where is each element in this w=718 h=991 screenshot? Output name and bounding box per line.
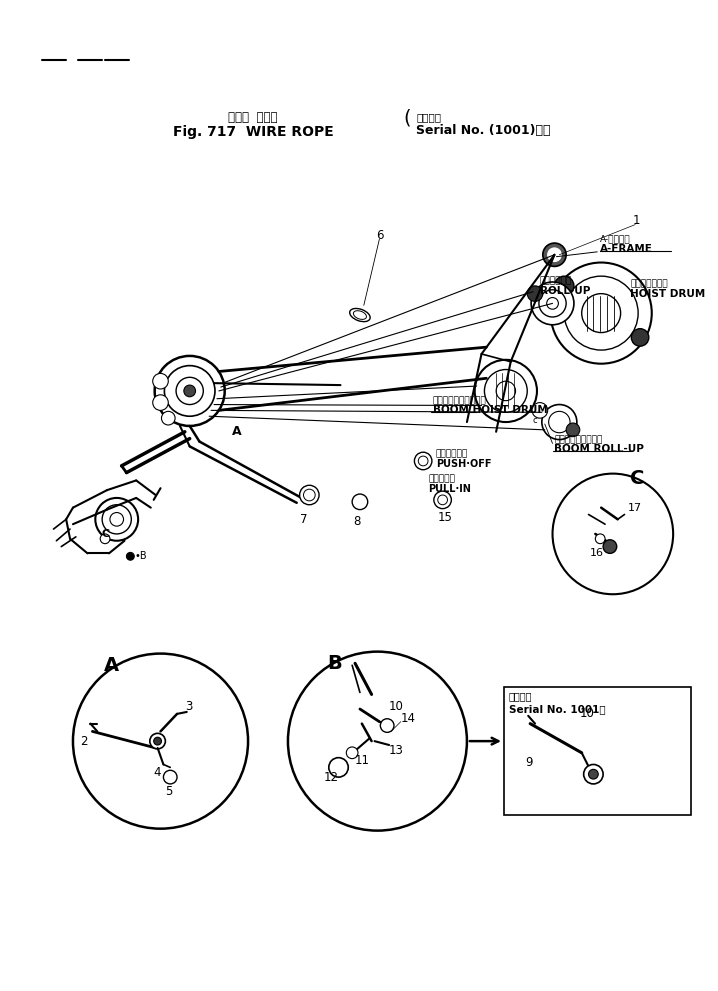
- Circle shape: [346, 747, 358, 759]
- Text: 6: 6: [376, 229, 383, 242]
- Circle shape: [539, 289, 567, 317]
- Circle shape: [567, 423, 579, 437]
- Text: A: A: [104, 656, 119, 675]
- Circle shape: [438, 496, 447, 504]
- Circle shape: [548, 248, 561, 262]
- Circle shape: [126, 552, 134, 560]
- Circle shape: [485, 370, 527, 412]
- Circle shape: [434, 492, 452, 508]
- Circle shape: [595, 534, 605, 544]
- Circle shape: [414, 452, 432, 470]
- Text: プッシュオフ: プッシュオフ: [436, 450, 468, 459]
- Text: 適用号機: 適用号機: [416, 113, 442, 123]
- Text: 14: 14: [401, 713, 416, 725]
- Circle shape: [543, 243, 567, 267]
- Circle shape: [546, 297, 559, 309]
- Circle shape: [153, 374, 168, 389]
- Text: 11: 11: [355, 754, 370, 767]
- Circle shape: [603, 540, 617, 553]
- Text: Fig. 717  WIRE ROPE: Fig. 717 WIRE ROPE: [172, 125, 333, 139]
- Text: 3: 3: [185, 700, 192, 713]
- Circle shape: [352, 495, 368, 509]
- Text: BOOM ROLL-UP: BOOM ROLL-UP: [554, 444, 644, 454]
- Circle shape: [582, 293, 620, 333]
- Text: A: A: [231, 425, 241, 438]
- Circle shape: [150, 733, 165, 749]
- Text: A-フレーム: A-フレーム: [600, 235, 631, 244]
- Text: 12: 12: [324, 771, 339, 784]
- Text: ワイヤ  ロープ: ワイヤ ロープ: [228, 111, 278, 124]
- Circle shape: [154, 356, 225, 426]
- Text: ブームロールアップ: ブームロールアップ: [554, 435, 603, 444]
- Circle shape: [164, 366, 215, 416]
- Circle shape: [154, 737, 162, 745]
- Circle shape: [589, 769, 598, 779]
- Circle shape: [299, 486, 319, 504]
- Text: プールイン: プールイン: [428, 474, 455, 483]
- Circle shape: [101, 534, 110, 544]
- Text: 8: 8: [353, 514, 360, 528]
- Circle shape: [176, 378, 203, 404]
- Circle shape: [564, 276, 638, 350]
- Circle shape: [110, 512, 123, 526]
- Text: 1: 1: [633, 214, 640, 227]
- Text: ブームホイストドラム: ブームホイストドラム: [433, 396, 487, 405]
- Text: c: c: [533, 415, 537, 424]
- Circle shape: [164, 770, 177, 784]
- Text: 15: 15: [438, 511, 452, 524]
- Circle shape: [102, 504, 131, 534]
- Circle shape: [153, 394, 168, 410]
- Text: BOOM HOIST DRUM: BOOM HOIST DRUM: [433, 405, 548, 415]
- Circle shape: [554, 276, 574, 295]
- Text: 10: 10: [389, 700, 404, 713]
- Text: ホイストドラム: ホイストドラム: [630, 279, 668, 288]
- Circle shape: [496, 382, 516, 400]
- Circle shape: [304, 490, 315, 500]
- Text: Serial No. (1001)～）: Serial No. (1001)～）: [416, 124, 551, 137]
- Text: Serial No. 1001～: Serial No. 1001～: [509, 704, 605, 715]
- Circle shape: [542, 404, 577, 440]
- Ellipse shape: [353, 311, 366, 319]
- Circle shape: [527, 285, 543, 301]
- Text: PULL·IN: PULL·IN: [428, 485, 471, 495]
- Text: 7: 7: [299, 512, 307, 526]
- Circle shape: [584, 764, 603, 784]
- Text: 17: 17: [628, 502, 642, 512]
- Text: 4: 4: [154, 766, 162, 779]
- Circle shape: [531, 282, 574, 325]
- Circle shape: [419, 456, 428, 466]
- Text: 16: 16: [589, 548, 604, 558]
- Text: ロールアップ: ロールアップ: [540, 276, 572, 285]
- Bar: [504, 687, 691, 815]
- Text: A-FRAME: A-FRAME: [600, 244, 653, 254]
- Text: 適用号機: 適用号機: [509, 692, 532, 702]
- Circle shape: [475, 360, 537, 422]
- Text: 13: 13: [389, 744, 404, 757]
- Circle shape: [549, 411, 570, 433]
- Circle shape: [532, 402, 548, 418]
- Circle shape: [551, 263, 652, 364]
- Circle shape: [381, 718, 394, 732]
- Circle shape: [162, 411, 175, 425]
- Text: 9: 9: [526, 756, 533, 769]
- Text: HOIST DRUM: HOIST DRUM: [630, 288, 706, 298]
- Text: 5: 5: [166, 785, 173, 798]
- Text: (: (: [404, 108, 411, 127]
- Ellipse shape: [350, 308, 370, 322]
- Text: PUSH·OFF: PUSH·OFF: [436, 459, 491, 469]
- Circle shape: [184, 385, 195, 396]
- Circle shape: [329, 758, 348, 777]
- Circle shape: [95, 497, 138, 541]
- Text: C: C: [101, 529, 109, 539]
- Text: •B: •B: [134, 551, 147, 561]
- Text: B: B: [327, 654, 342, 673]
- Text: 2: 2: [80, 734, 88, 747]
- Text: ROLL-UP: ROLL-UP: [540, 285, 590, 295]
- Text: 10: 10: [579, 708, 595, 720]
- Text: C: C: [630, 469, 645, 488]
- Circle shape: [631, 329, 649, 346]
